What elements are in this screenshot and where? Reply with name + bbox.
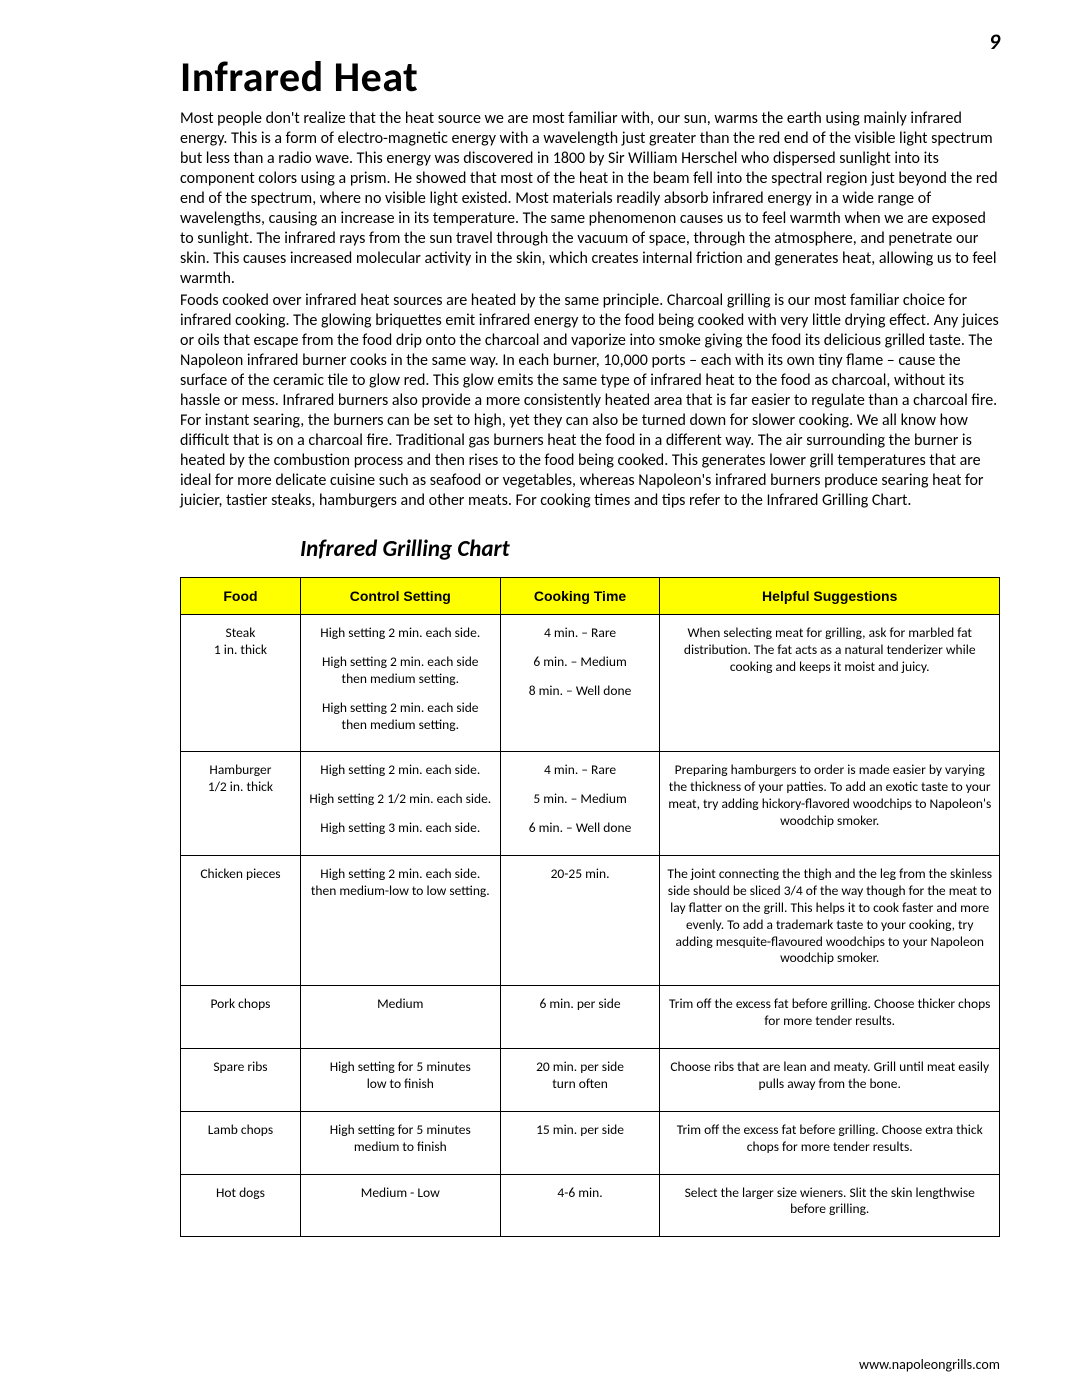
document-page: 9 Infrared Heat Most people don't realiz… [0, 0, 1080, 1397]
table-body: Steak1 in. thickHigh setting 2 min. each… [181, 615, 1000, 1237]
cell-control-setting: Medium - Low [300, 1174, 500, 1237]
cell-food: Hot dogs [181, 1174, 301, 1237]
cell-control-setting: High setting for 5 minutesmedium to fini… [300, 1111, 500, 1174]
cell-control-setting: High setting 2 min. each side.then mediu… [300, 856, 500, 986]
table-row: Steak1 in. thickHigh setting 2 min. each… [181, 615, 1000, 752]
page-title: Infrared Heat [180, 52, 1000, 103]
cell-suggestion: Preparing hamburgers to order is made ea… [660, 752, 1000, 856]
grilling-chart-table: FoodControl SettingCooking TimeHelpful S… [180, 577, 1000, 1237]
cell-food: Steak1 in. thick [181, 615, 301, 752]
cell-suggestion: Trim off the excess fat before grilling.… [660, 1111, 1000, 1174]
cell-food: Pork chops [181, 986, 301, 1049]
cell-cooking-time: 4-6 min. [500, 1174, 660, 1237]
cell-food: Lamb chops [181, 1111, 301, 1174]
body-paragraph: Foods cooked over infrared heat sources … [180, 291, 1000, 511]
cell-suggestion: Select the larger size wieners. Slit the… [660, 1174, 1000, 1237]
table-header-cell: Food [181, 578, 301, 615]
table-header-row: FoodControl SettingCooking TimeHelpful S… [181, 578, 1000, 615]
cell-control-setting: High setting for 5 minuteslow to finish [300, 1049, 500, 1112]
cell-suggestion: The joint connecting the thigh and the l… [660, 856, 1000, 986]
cell-cooking-time: 15 min. per side [500, 1111, 660, 1174]
cell-suggestion: Choose ribs that are lean and meaty. Gri… [660, 1049, 1000, 1112]
chart-title: Infrared Grilling Chart [300, 535, 1000, 563]
cell-cooking-time: 4 min. – Rare6 min. – Medium8 min. – Wel… [500, 615, 660, 752]
cell-food: Chicken pieces [181, 856, 301, 986]
body-paragraph: Most people don't realize that the heat … [180, 109, 1000, 289]
cell-food: Spare ribs [181, 1049, 301, 1112]
table-row: Pork chopsMedium6 min. per sideTrim off … [181, 986, 1000, 1049]
cell-cooking-time: 20 min. per sideturn often [500, 1049, 660, 1112]
cell-food: Hamburger1/2 in. thick [181, 752, 301, 856]
page-number: 9 [989, 28, 1000, 55]
cell-cooking-time: 20-25 min. [500, 856, 660, 986]
cell-control-setting: High setting 2 min. each side.High setti… [300, 615, 500, 752]
table-header-cell: Control Setting [300, 578, 500, 615]
cell-suggestion: When selecting meat for grilling, ask fo… [660, 615, 1000, 752]
table-row: Chicken piecesHigh setting 2 min. each s… [181, 856, 1000, 986]
table-row: Hot dogsMedium - Low4-6 min.Select the l… [181, 1174, 1000, 1237]
table-row: Lamb chopsHigh setting for 5 minutesmedi… [181, 1111, 1000, 1174]
cell-cooking-time: 6 min. per side [500, 986, 660, 1049]
cell-control-setting: Medium [300, 986, 500, 1049]
cell-cooking-time: 4 min. – Rare5 min. – Medium6 min. – Wel… [500, 752, 660, 856]
table-row: Hamburger1/2 in. thickHigh setting 2 min… [181, 752, 1000, 856]
table-header-cell: Cooking Time [500, 578, 660, 615]
table-header-cell: Helpful Suggestions [660, 578, 1000, 615]
table-row: Spare ribsHigh setting for 5 minuteslow … [181, 1049, 1000, 1112]
body-text: Most people don't realize that the heat … [180, 109, 1000, 511]
cell-control-setting: High setting 2 min. each side.High setti… [300, 752, 500, 856]
cell-suggestion: Trim off the excess fat before grilling.… [660, 986, 1000, 1049]
footer-url: www.napoleongrills.com [859, 1356, 1000, 1373]
